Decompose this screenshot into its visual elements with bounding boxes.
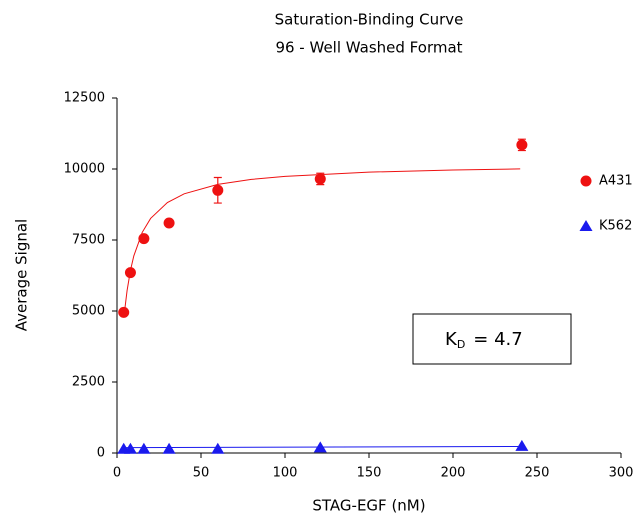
- x-tick-label: 150: [357, 466, 382, 481]
- annotation-box: [412, 313, 572, 365]
- point: [123, 442, 137, 454]
- x-tick-label: 250: [525, 466, 550, 481]
- legend-label: A431: [599, 174, 633, 189]
- x-tick-label: 200: [441, 466, 466, 481]
- point: [314, 173, 326, 185]
- point: [124, 267, 136, 279]
- y-axis-label: Average Signal: [13, 219, 31, 331]
- legend-marker: [580, 175, 592, 187]
- y-tick-label: 7500: [72, 233, 105, 248]
- fit-line: [124, 168, 521, 312]
- annotation-subscript: D: [457, 338, 465, 351]
- y-tick-label: 10000: [64, 162, 105, 177]
- legend-label: K562: [599, 219, 632, 234]
- point: [118, 306, 130, 318]
- x-axis-label: STAG-EGF (nM): [312, 497, 425, 515]
- y-tick-label: 5000: [72, 304, 105, 319]
- chart-subtitle: 96 - Well Washed Format: [275, 39, 462, 57]
- point: [211, 442, 225, 454]
- annotation: KD = 4.7: [445, 329, 523, 351]
- point: [162, 442, 176, 454]
- y-tick-label: 12500: [64, 91, 105, 106]
- point: [138, 233, 150, 245]
- x-tick-label: 300: [609, 466, 634, 481]
- chart-title: Saturation-Binding Curve: [275, 11, 464, 29]
- annotation-symbol: K: [445, 329, 458, 350]
- point: [137, 442, 151, 454]
- point: [212, 184, 224, 196]
- x-tick-label: 100: [273, 466, 298, 481]
- point: [313, 441, 327, 453]
- point: [163, 217, 175, 229]
- annotation-text: = 4.7: [473, 329, 522, 350]
- y-tick-label: 0: [97, 446, 105, 461]
- y-tick-label: 2500: [72, 375, 105, 390]
- x-tick-label: 0: [113, 466, 121, 481]
- x-tick-label: 50: [193, 466, 210, 481]
- point: [515, 439, 529, 451]
- legend-marker: [579, 220, 593, 231]
- point: [516, 139, 528, 151]
